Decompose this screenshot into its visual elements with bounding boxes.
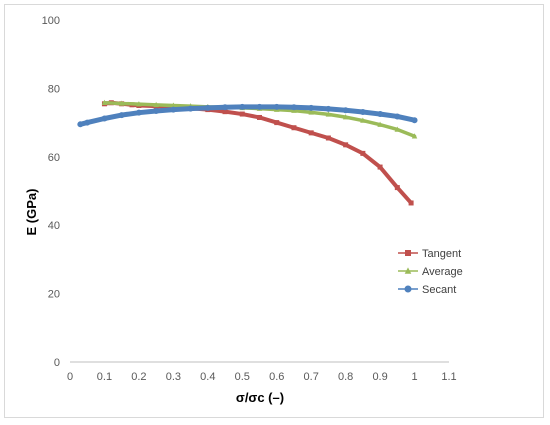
data-point <box>153 107 160 114</box>
x-tick-label: 0.4 <box>200 371 215 383</box>
data-point <box>118 100 125 106</box>
x-tick-label: 0.1 <box>97 371 112 383</box>
data-point <box>101 99 108 106</box>
data-point <box>377 111 384 118</box>
data-point <box>377 121 383 127</box>
x-tick-label: 0.2 <box>131 371 146 383</box>
data-point <box>239 103 246 110</box>
data-point <box>360 150 366 156</box>
y-tick-label: 0 <box>54 357 60 369</box>
data-point <box>170 102 177 108</box>
data-point <box>394 113 401 120</box>
data-point <box>239 111 245 117</box>
data-point <box>77 121 84 128</box>
x-axis-ticks: 0 0.1 0.2 0.3 0.4 0.5 0.6 0.7 0.8 0.9 1 1.1 <box>67 371 457 383</box>
y-tick-label: 20 <box>48 289 60 301</box>
y-axis-title: E (GPa) <box>24 189 39 236</box>
data-point <box>274 120 280 126</box>
data-point <box>359 108 366 115</box>
x-tick-label: 0.5 <box>235 371 250 383</box>
data-point <box>394 185 400 191</box>
data-point <box>222 104 229 111</box>
x-tick-label: 0.7 <box>304 371 319 383</box>
y-tick-label: 60 <box>48 152 60 164</box>
data-point <box>153 101 159 108</box>
data-point <box>135 109 142 116</box>
data-point <box>84 119 91 126</box>
legend-label: Average <box>422 266 463 278</box>
y-tick-label: 40 <box>48 220 60 232</box>
x-tick-label: 0.6 <box>269 371 284 383</box>
y-axis-ticks: 0 20 40 60 80 100 <box>42 15 60 369</box>
legend-marker <box>404 285 412 293</box>
x-tick-label: 1 <box>411 371 417 383</box>
data-point <box>343 142 349 148</box>
legend-label: Tangent <box>422 248 461 260</box>
legend-label: Secant <box>422 284 456 296</box>
data-point <box>411 133 418 139</box>
data-point <box>342 114 349 120</box>
data-point <box>204 104 211 111</box>
data-point <box>257 114 262 120</box>
legend: Tangent Average Secant <box>398 248 463 296</box>
chart-area <box>4 4 544 418</box>
plot-marks <box>77 99 418 206</box>
data-point <box>308 130 314 136</box>
data-point <box>394 126 401 132</box>
x-axis-title: σ/σc (–) <box>236 390 284 405</box>
data-point <box>170 106 177 113</box>
data-point <box>256 103 263 110</box>
data-point <box>377 164 383 170</box>
y-tick-label: 100 <box>42 15 60 27</box>
x-tick-label: 0.8 <box>338 371 353 383</box>
data-point <box>273 103 280 110</box>
data-point <box>118 112 125 119</box>
data-point <box>291 125 297 131</box>
x-tick-label: 1.1 <box>441 371 456 383</box>
x-tick-label: 0.9 <box>372 371 387 383</box>
series-tangent <box>101 100 414 206</box>
data-point <box>408 200 414 206</box>
x-tick-label: 0 <box>67 371 73 383</box>
legend-marker <box>405 250 411 256</box>
data-point <box>187 105 194 112</box>
legend-marker <box>404 267 412 274</box>
data-point <box>308 104 315 111</box>
data-point <box>290 104 297 111</box>
data-point <box>360 117 366 123</box>
data-point <box>308 109 314 115</box>
data-point <box>411 117 418 124</box>
series-secant <box>77 103 418 128</box>
data-point <box>222 109 228 115</box>
y-tick-label: 80 <box>48 83 60 95</box>
x-tick-label: 0.3 <box>166 371 181 383</box>
data-point <box>136 101 142 107</box>
data-point <box>325 105 332 112</box>
data-point <box>325 135 331 141</box>
data-point <box>342 107 349 114</box>
data-point <box>325 111 332 117</box>
data-point <box>291 107 297 113</box>
data-point <box>101 115 108 122</box>
